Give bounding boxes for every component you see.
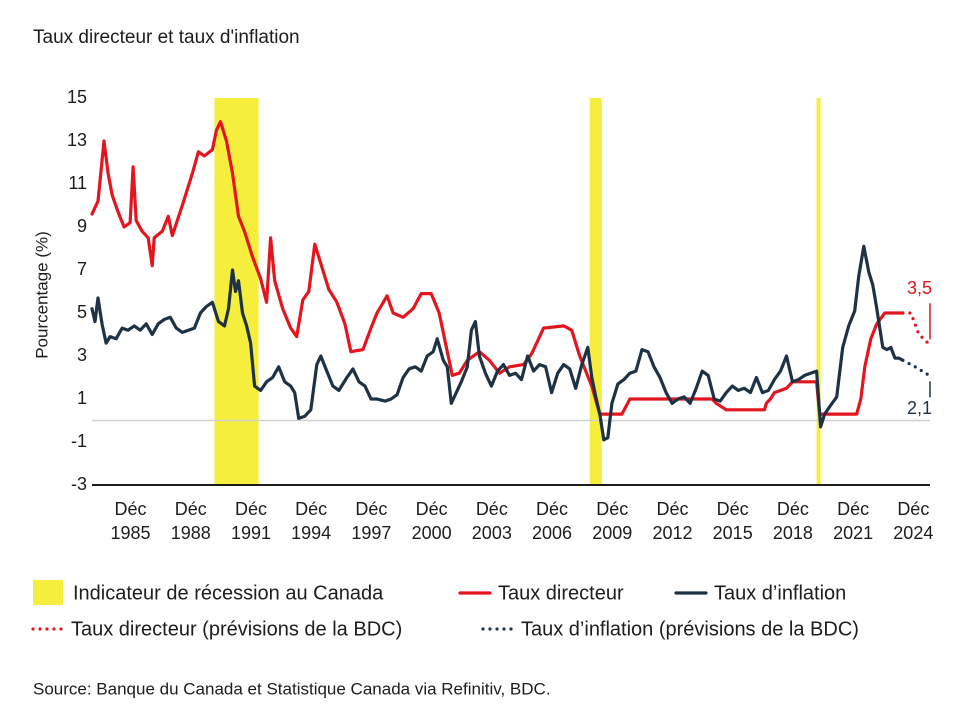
x-tick-label: Déc 2000	[411, 499, 452, 543]
legend-swatch	[33, 580, 63, 605]
x-tick-label: Déc 1988	[170, 499, 211, 543]
chart-title: Taux directeur et taux d'inflation	[33, 27, 300, 48]
value-label: 2,1	[907, 398, 932, 418]
legend-label: Taux directeur	[498, 582, 624, 604]
x-tick-label: Déc 1994	[291, 499, 332, 543]
y-tick-label: 7	[77, 259, 87, 279]
y-tick-label: 15	[67, 87, 87, 107]
legend-label: Taux d’inflation	[714, 582, 846, 604]
x-tick-label: Déc 1997	[351, 499, 392, 543]
x-tick-label: Déc 2003	[471, 499, 512, 543]
series-line	[90, 120, 905, 416]
x-tick-label: Déc 2006	[532, 499, 573, 543]
x-tick-label: Déc 2018	[772, 499, 813, 543]
recession-band	[816, 98, 821, 485]
x-tick-label: Déc 2021	[833, 499, 874, 543]
y-tick-label: 1	[77, 388, 87, 408]
x-tick-label: Déc 2012	[652, 499, 693, 543]
recession-band	[589, 98, 602, 485]
x-tick-label: Déc 1991	[230, 499, 271, 543]
x-tick-label: Déc 2015	[712, 499, 753, 543]
y-tick-label: 5	[77, 302, 87, 322]
series-line	[90, 244, 905, 442]
legend-label: Taux directeur (prévisions de la BDC)	[71, 618, 402, 640]
y-tick-label: -3	[71, 474, 87, 494]
x-tick-label: Déc 2009	[592, 499, 633, 543]
y-tick-label: 3	[77, 345, 87, 365]
legend-label: Indicateur de récession au Canada	[73, 582, 384, 604]
y-tick-label: 13	[67, 130, 87, 150]
value-label: 3,5	[907, 278, 932, 298]
legend-label: Taux d’inflation (prévisions de la BDC)	[521, 618, 859, 640]
source: Source: Banque du Canada et Statistique …	[33, 679, 551, 698]
y-tick-label: 11	[68, 173, 87, 193]
y-axis-label: Pourcentage (%)	[32, 231, 51, 359]
x-tick-label: Déc 2024	[893, 499, 934, 543]
x-tick-label: Déc 1985	[110, 499, 151, 543]
series-line	[901, 358, 932, 377]
y-tick-label: -1	[71, 431, 87, 451]
y-tick-label: 9	[77, 216, 87, 236]
series-line	[901, 311, 932, 347]
